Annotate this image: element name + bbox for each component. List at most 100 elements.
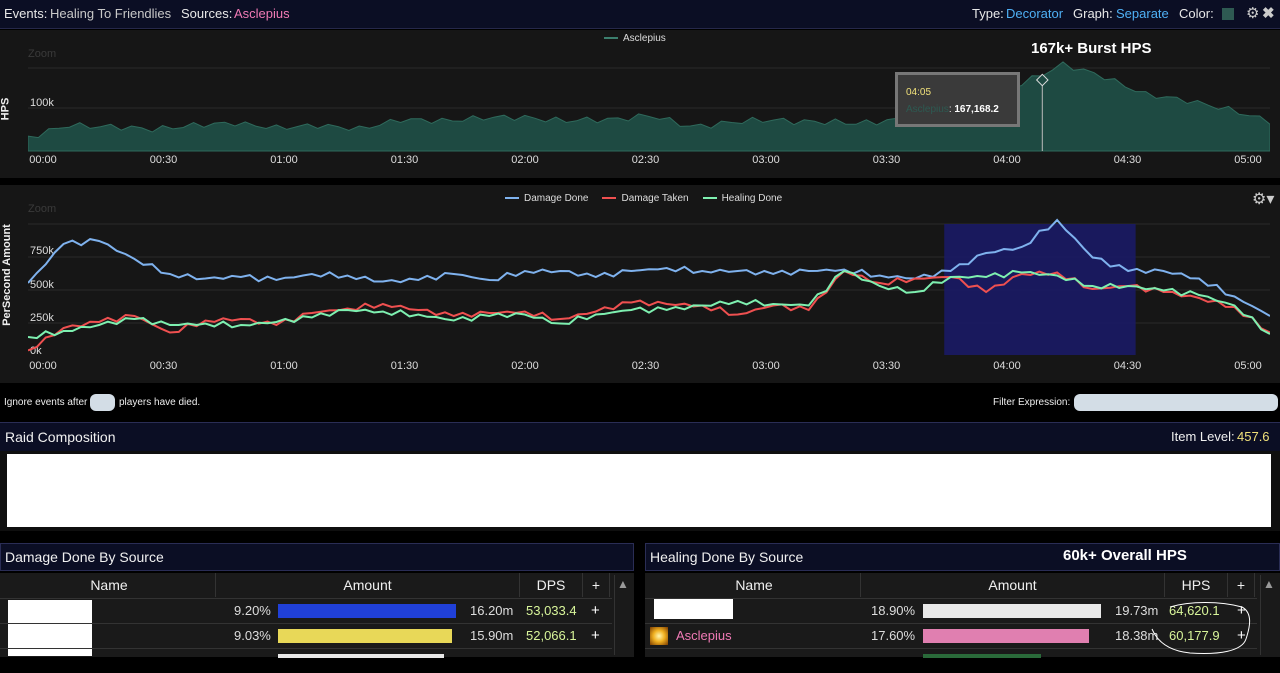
legend-swatch: [602, 197, 617, 200]
x-tick-label: 04:00: [993, 360, 1021, 372]
legend-item-asclepius[interactable]: Asclepius: [604, 33, 666, 44]
close-icon[interactable]: ✖: [1262, 5, 1275, 22]
dps-value: 53,033.4: [526, 603, 577, 618]
amount-bar: [923, 629, 1089, 643]
col-header-hps[interactable]: HPS: [1165, 573, 1228, 597]
table-row[interactable]: 9.20% 16.20m 53,033.4 +: [0, 598, 612, 656]
graph-value[interactable]: Separate: [1116, 6, 1169, 21]
table-row[interactable]: [645, 648, 1257, 673]
legend-swatch: [505, 197, 519, 200]
healing-done-table: Name Amount HPS + ▲ 18.90% 19.73m 64,620…: [645, 573, 1280, 658]
tooltip-value-row: Asclepius: 167,168.2: [906, 104, 999, 115]
col-header-amount[interactable]: Amount: [216, 573, 520, 597]
col-header-name[interactable]: Name: [3, 573, 216, 597]
hps-area-plot[interactable]: [28, 30, 1270, 152]
col-header-plus[interactable]: +: [1228, 573, 1255, 597]
table-row[interactable]: [0, 648, 612, 673]
amount: 15.90m: [470, 628, 514, 643]
color-label: Color:: [1179, 6, 1214, 21]
item-level-label: Item Level:: [1171, 429, 1235, 444]
col-header-plus[interactable]: +: [583, 573, 610, 597]
damage-done-table: Name Amount DPS + ▲ 9.20% 16.20m 53,033.…: [0, 573, 634, 658]
pct: 9.03%: [234, 628, 271, 643]
y-tick-label: 500k: [30, 279, 54, 291]
y-axis-label: PerSecond Amount: [0, 224, 13, 326]
filter-expression-input[interactable]: [1074, 394, 1278, 411]
hand-drawn-circle: [1151, 602, 1251, 654]
amount: 18.38m: [1115, 628, 1159, 643]
table-row[interactable]: Asclepius 17.60% 18.38m 60,177.9 +: [645, 623, 1257, 648]
hps-chart-panel: Zoom Asclepius 167k+ Burst HPS HPS 100k …: [0, 30, 1280, 178]
legend-item[interactable]: Damage Taken: [602, 193, 689, 204]
item-level-value: 457.6: [1237, 429, 1270, 444]
zoom-label[interactable]: Zoom: [28, 48, 57, 60]
legend-item[interactable]: Damage Done: [505, 193, 588, 204]
ignore-events-suffix: players have died.: [119, 397, 201, 408]
y-tick-label: 750k: [30, 245, 54, 257]
expand-button[interactable]: +: [591, 602, 600, 619]
x-tick-label: 02:00: [511, 360, 539, 372]
expand-button[interactable]: +: [1237, 627, 1246, 644]
amount: 19.73m: [1115, 603, 1159, 618]
x-tick-label: 01:30: [390, 154, 419, 166]
hps-value: 60,177.9: [1169, 628, 1220, 643]
chart-settings-icon[interactable]: ⚙▾: [1252, 191, 1275, 208]
scrollbar[interactable]: ▲: [614, 575, 631, 655]
holy-priest-class-icon: [650, 627, 668, 645]
tooltip-series: Asclepius: [906, 104, 949, 115]
died-count-input[interactable]: [90, 394, 115, 411]
expand-button[interactable]: +: [1237, 602, 1246, 619]
series-area-asclepius: [28, 61, 1270, 152]
col-header-amount[interactable]: Amount: [861, 573, 1165, 597]
burst-hps-annotation: 167k+ Burst HPS: [1031, 40, 1152, 57]
healing-done-title: Healing Done By Source: [650, 549, 804, 565]
raid-composition-panel: [0, 451, 1280, 531]
legend-label: Healing Done: [721, 193, 783, 204]
x-axis-ticks: 00:00 00:30 01:00 01:30 02:00 02:30 03:00 03:30…: [0, 360, 1280, 376]
series-line-damage-done: [28, 218, 1270, 317]
color-swatch[interactable]: [1222, 8, 1234, 20]
player-avatar: [8, 600, 92, 656]
healing-done-header: Healing Done By Source 60k+ Overall HPS: [645, 543, 1280, 571]
type-value[interactable]: Decorator: [1006, 6, 1064, 21]
y-axis-label: HPS: [0, 97, 12, 121]
pct: 9.20%: [234, 603, 271, 618]
chart-legend: Damage Done Damage Taken Healing Done: [505, 189, 805, 204]
events-value[interactable]: Healing To Friendlies: [50, 6, 172, 21]
legend-item[interactable]: Healing Done: [702, 193, 783, 204]
player-name-box: [654, 599, 733, 619]
table-row[interactable]: 18.90% 19.73m 64,620.1 +: [645, 598, 1257, 623]
graph-label: Graph:: [1073, 6, 1113, 21]
x-tick-label: 02:30: [631, 360, 660, 372]
persecond-chart-panel: Zoom Damage Done Damage Taken Healing Done…: [0, 185, 1280, 383]
y-tick-label: 100k: [30, 97, 54, 109]
scrollbar[interactable]: ▲: [1260, 575, 1277, 655]
events-label: Events:: [4, 6, 48, 21]
amount-bar: [278, 604, 456, 618]
legend-swatch: [604, 37, 618, 40]
filter-expression-label: Filter Expression:: [993, 397, 1071, 408]
pct: 17.60%: [871, 628, 916, 643]
legend-label: Damage Done: [524, 193, 589, 204]
scroll-up-icon[interactable]: ▲: [617, 577, 629, 591]
persecond-line-plot[interactable]: [28, 185, 1270, 357]
sources-value[interactable]: Asclepius: [234, 6, 290, 21]
x-tick-label: 01:00: [270, 360, 298, 372]
table-row[interactable]: 9.03% 15.90m 52,066.1 +: [0, 623, 612, 648]
amount-bar: [278, 654, 444, 658]
legend-swatch: [702, 197, 717, 200]
ignore-events-prefix: Ignore events after: [4, 397, 88, 408]
player-name[interactable]: Asclepius: [676, 628, 732, 643]
x-tick-label: 03:00: [752, 360, 780, 372]
col-header-name[interactable]: Name: [648, 573, 861, 597]
expand-button[interactable]: +: [591, 627, 600, 644]
zoom-label[interactable]: Zoom: [28, 203, 57, 215]
col-header-dps[interactable]: DPS: [520, 573, 583, 597]
overall-hps-annotation: 60k+ Overall HPS: [1063, 547, 1187, 564]
x-tick-label: 00:00: [29, 154, 57, 166]
gear-icon[interactable]: ⚙: [1246, 5, 1260, 22]
events-toolbar: Events: Healing To Friendlies Sources: A…: [0, 0, 1280, 29]
scroll-up-icon[interactable]: ▲: [1263, 577, 1275, 591]
zoom-selection-region[interactable]: [944, 224, 1136, 355]
x-tick-label: 04:30: [1113, 360, 1142, 372]
